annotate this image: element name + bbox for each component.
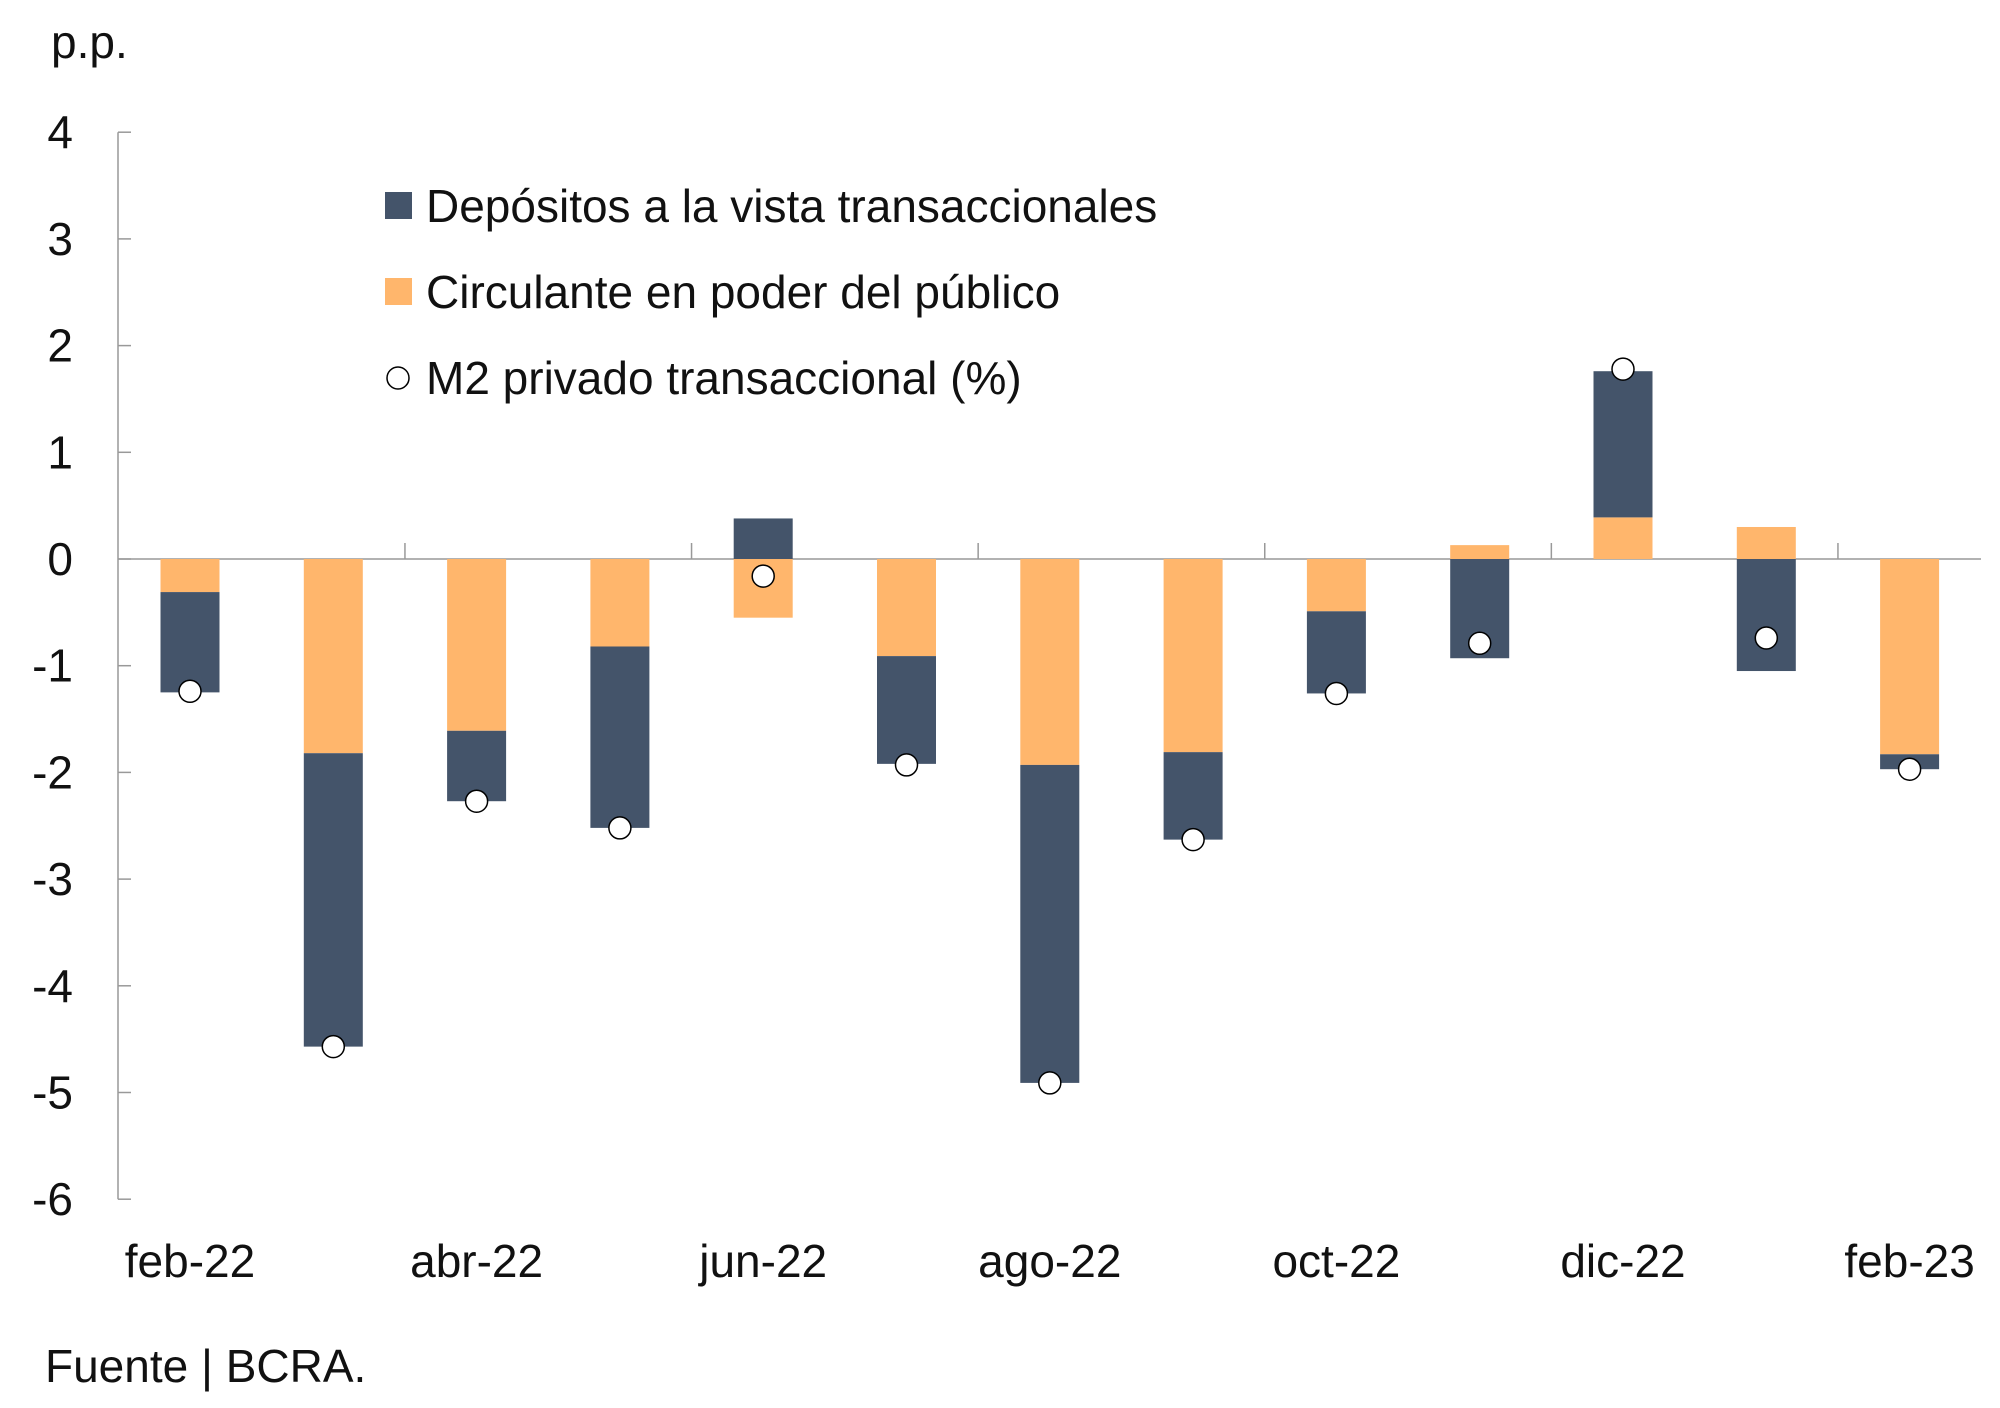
bar-depositos: [160, 592, 220, 693]
bar-circulante: [1593, 517, 1653, 559]
y-tick-label: -1: [32, 640, 73, 692]
m2-point: [1038, 1071, 1062, 1095]
bar-depositos: [1020, 764, 1080, 1083]
bar-depositos: [590, 646, 650, 828]
bar-circulante: [447, 559, 507, 731]
y-tick-label: 2: [47, 320, 73, 372]
legend-marker: [386, 366, 410, 390]
y-tick-label: 0: [47, 533, 73, 585]
bars: [160, 371, 1940, 1083]
bar-circulante: [877, 559, 936, 657]
y-axis-unit-label: p.p.: [51, 16, 128, 68]
x-tick-label: dic-22: [1560, 1235, 1685, 1287]
x-tick-label: abr-22: [410, 1235, 543, 1287]
m2-point: [321, 1034, 346, 1059]
m2-point: [178, 679, 202, 704]
y-tick-label: -5: [32, 1067, 73, 1119]
x-tick-label: jun-22: [697, 1235, 827, 1287]
markers: [178, 357, 1922, 1095]
source-note: Fuente | BCRA.: [45, 1340, 366, 1392]
m2-point: [1611, 357, 1635, 381]
bar-circulante: [1450, 545, 1510, 559]
m2-point: [1754, 626, 1779, 650]
y-tick-label: -2: [32, 746, 73, 798]
bar-depositos: [733, 518, 793, 559]
bar-depositos: [1593, 371, 1653, 518]
m2-point: [1324, 681, 1349, 706]
bar-circulante: [1736, 526, 1796, 559]
m2-point: [894, 753, 919, 777]
x-tick-label: ago-22: [978, 1235, 1121, 1287]
bar-circulante: [1880, 559, 1940, 755]
bar-circulante: [1306, 559, 1366, 612]
bar-circulante: [1020, 559, 1080, 765]
m2-point: [464, 789, 489, 813]
legend-label: M2 privado transaccional (%): [426, 352, 1022, 404]
axes: 4 3 2 1 0 -1 -2 -3 -4 -5 -6 feb-22 abr-22 jun-22 ago-2…: [32, 106, 1981, 1287]
bar-depositos: [1163, 752, 1223, 840]
bar-depositos: [303, 753, 363, 1047]
legend-swatch: [385, 192, 412, 219]
y-tick-label: 4: [47, 106, 73, 158]
x-tick-label: oct-22: [1272, 1235, 1400, 1287]
m2-point: [1181, 827, 1205, 852]
y-tick-label: -3: [32, 853, 73, 905]
m2-point: [608, 816, 632, 840]
legend: Depósitos a la vista transaccionales Circ…: [385, 180, 1157, 404]
legend-label: Depósitos a la vista transaccionales: [426, 180, 1157, 232]
m2-point: [751, 564, 775, 588]
bar-circulante: [160, 559, 220, 593]
bar-circulante: [303, 559, 363, 754]
m2-point: [1467, 631, 1492, 656]
bar-depositos: [877, 656, 936, 764]
bar-depositos: [1736, 559, 1796, 672]
legend-swatch: [385, 278, 412, 305]
y-tick-label: 1: [47, 426, 73, 478]
bar-circulante: [590, 559, 650, 647]
bar-depositos: [1306, 611, 1366, 694]
legend-label: Circulante en poder del público: [426, 266, 1060, 318]
y-tick-label: 3: [47, 213, 73, 265]
x-tick-label: feb-23: [1844, 1235, 1974, 1287]
bar-circulante: [1163, 559, 1223, 753]
x-tick-label: feb-22: [125, 1235, 255, 1287]
m2-point: [1897, 757, 1922, 781]
y-tick-label: -6: [32, 1173, 73, 1225]
y-tick-label: -4: [32, 960, 73, 1012]
